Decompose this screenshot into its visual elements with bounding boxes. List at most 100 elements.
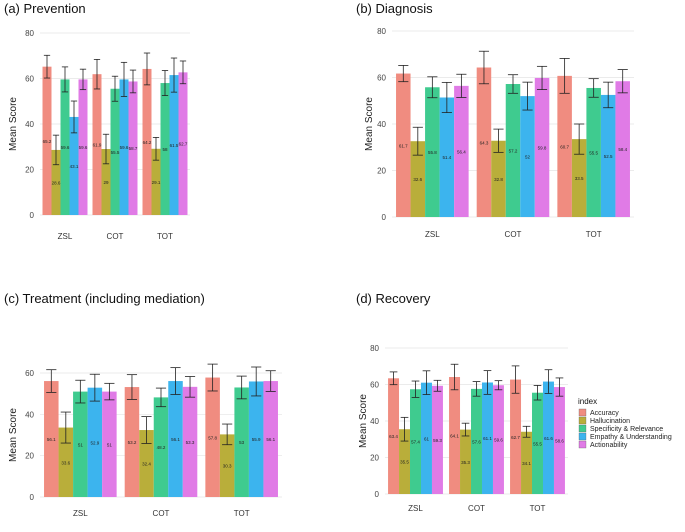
data-label: 61.1	[483, 436, 492, 441]
y-tick-label: 0	[375, 490, 380, 499]
bar	[542, 381, 554, 494]
bar	[505, 84, 521, 217]
data-label: 52.5	[604, 154, 613, 159]
bar	[410, 389, 421, 494]
legend-label: Empathy & Understanding	[590, 434, 672, 441]
data-label: 55.5	[111, 150, 120, 155]
data-label: 64.1	[450, 434, 459, 439]
data-label: 35.5	[400, 460, 409, 465]
y-tick-label: 40	[25, 410, 34, 419]
y-tick-label: 20	[370, 454, 379, 463]
panel-title: (a) Prevention	[4, 1, 86, 16]
data-label: 58	[162, 147, 168, 152]
bar	[248, 381, 264, 497]
bar	[534, 77, 550, 217]
bar	[58, 427, 74, 497]
data-label: 35.3	[461, 460, 470, 465]
legend-swatch	[578, 432, 587, 441]
data-label: 60.7	[560, 144, 569, 149]
legend-label: Specificity & Relevance	[590, 426, 663, 433]
data-label: 55.5	[589, 150, 598, 155]
bar	[119, 79, 129, 215]
x-category-label: ZSL	[425, 230, 440, 239]
x-category-label: COT	[505, 230, 522, 239]
chart-panel-1: (a) Prevention 0 20 40 60 80 Mean Score 65.2 28.…	[4, 1, 190, 241]
y-tick-label: 60	[25, 75, 34, 84]
data-label: 65.2	[43, 139, 52, 144]
data-label: 32.4	[142, 462, 151, 467]
data-label: 55.8	[428, 150, 437, 155]
y-axis-title: Mean Score	[358, 394, 369, 448]
data-label: 59.6	[494, 438, 503, 443]
chart-panel-3: (c) Treatment (including mediation) 0 20 40…	[4, 291, 282, 518]
bar	[219, 434, 235, 497]
data-label: 59.8	[538, 145, 547, 150]
x-category-label: ZSL	[73, 509, 88, 518]
data-label: 61.7	[399, 143, 408, 148]
data-label: 57.4	[411, 440, 420, 445]
data-label: 61.9	[93, 143, 102, 148]
bar	[520, 96, 535, 217]
y-tick-label: 80	[377, 27, 386, 36]
data-label: 53.2	[128, 440, 137, 445]
bar	[182, 386, 198, 497]
data-label: 29	[103, 180, 109, 185]
x-category-label: ZSL	[408, 504, 423, 513]
y-tick-label: 60	[25, 369, 34, 378]
bar	[476, 67, 492, 217]
data-label: 53.3	[186, 440, 195, 445]
bar	[234, 387, 249, 497]
data-label: 55.5	[533, 441, 542, 446]
chart-panel-4: (d) Recovery 0 20 40 60 80 Mean Score 63.4 35.5 5…	[356, 291, 568, 513]
bar	[396, 73, 411, 217]
bar	[420, 382, 432, 494]
bar	[510, 379, 522, 494]
y-tick-label: 40	[25, 120, 34, 129]
y-tick-label: 20	[25, 166, 34, 175]
data-label: 56.1	[171, 437, 180, 442]
legend-swatch	[578, 440, 587, 449]
bar	[87, 387, 103, 497]
data-label: 52.9	[90, 440, 99, 445]
bar	[492, 385, 504, 494]
data-label: 59.6	[79, 145, 88, 150]
y-tick-label: 0	[382, 213, 387, 222]
y-tick-label: 60	[370, 381, 379, 390]
bar	[553, 387, 565, 494]
y-tick-label: 20	[377, 167, 386, 176]
x-category-label: COT	[153, 509, 170, 518]
bar	[142, 68, 152, 215]
data-label: 61.5	[170, 143, 179, 148]
y-axis-title: Mean Score	[364, 97, 375, 151]
bar	[44, 381, 59, 497]
bar	[439, 97, 455, 217]
data-label: 59.6	[120, 145, 129, 150]
data-label: 56.1	[47, 437, 56, 442]
chart-panel-2: (b) Diagnosis 0 20 40 60 80 Mean Score 61.7 32.6…	[356, 1, 634, 239]
bar	[571, 139, 587, 217]
x-category-label: TOT	[157, 232, 173, 241]
bar	[151, 148, 161, 215]
data-label: 57.2	[509, 149, 518, 154]
legend-title: index	[578, 397, 597, 406]
y-tick-label: 60	[377, 74, 386, 83]
bar	[92, 74, 102, 216]
panel-title: (c) Treatment (including mediation)	[4, 291, 205, 306]
data-label: 64.3	[480, 140, 489, 145]
data-label: 48.2	[157, 445, 166, 450]
bar	[51, 149, 61, 215]
y-tick-label: 0	[30, 493, 35, 502]
bar	[586, 87, 601, 218]
bar	[139, 430, 154, 497]
bar	[153, 397, 169, 497]
data-label: 52	[525, 155, 531, 160]
data-label: 61	[424, 436, 430, 441]
bar	[471, 388, 482, 494]
data-label: 58.7	[129, 146, 138, 151]
x-category-label: COT	[468, 504, 485, 513]
bar	[481, 382, 493, 494]
data-label: 32.8	[494, 177, 503, 182]
bar	[263, 381, 278, 497]
